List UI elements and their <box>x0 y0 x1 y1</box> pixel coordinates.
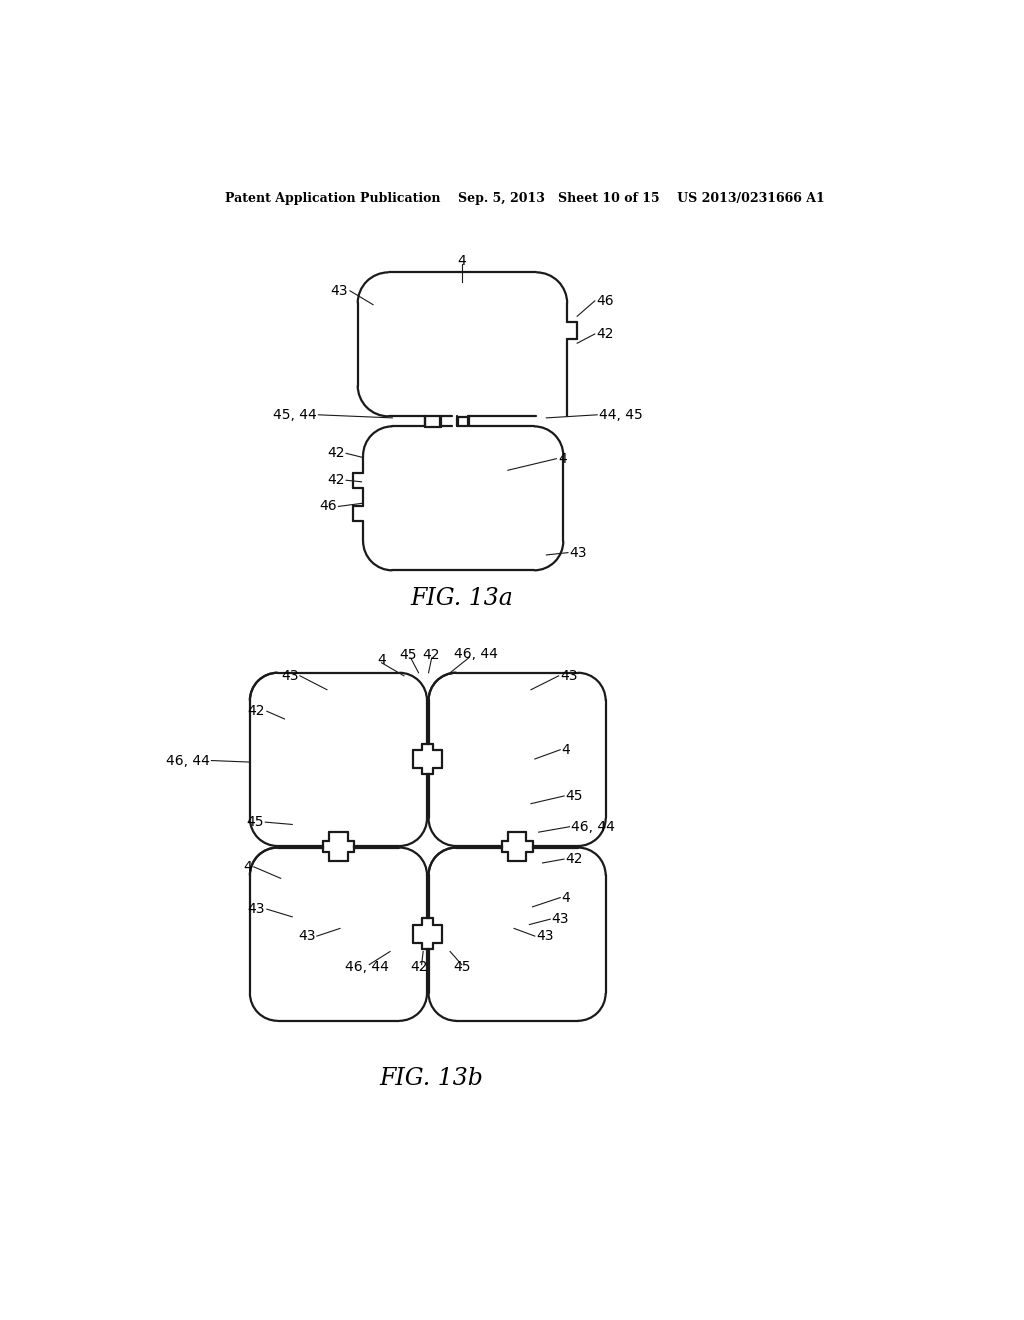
Text: 4: 4 <box>458 253 466 268</box>
Text: 42: 42 <box>327 474 345 487</box>
Text: 46: 46 <box>596 294 614 308</box>
Text: 46, 44: 46, 44 <box>571 820 614 834</box>
Text: 42: 42 <box>596 327 614 341</box>
Text: 45: 45 <box>246 816 264 829</box>
Text: Patent Application Publication    Sep. 5, 2013   Sheet 10 of 15    US 2013/02316: Patent Application Publication Sep. 5, 2… <box>225 191 824 205</box>
Text: 45: 45 <box>453 960 470 974</box>
Text: 46, 44: 46, 44 <box>454 647 498 660</box>
Text: 43: 43 <box>552 912 569 927</box>
Text: 4: 4 <box>558 451 566 466</box>
Text: 45: 45 <box>565 789 583 803</box>
Text: 4: 4 <box>377 653 386 668</box>
Text: 42: 42 <box>248 705 265 718</box>
Text: 43: 43 <box>298 929 315 942</box>
Text: 45: 45 <box>399 648 417 663</box>
Text: 46: 46 <box>319 499 337 513</box>
Text: 4: 4 <box>562 891 570 904</box>
Text: 43: 43 <box>537 929 554 942</box>
Text: FIG. 13a: FIG. 13a <box>411 587 513 610</box>
Text: 46, 44: 46, 44 <box>345 960 389 974</box>
Text: FIG. 13b: FIG. 13b <box>379 1067 482 1090</box>
Text: 43: 43 <box>248 902 265 916</box>
Text: 43: 43 <box>281 669 298 682</box>
Text: 43: 43 <box>330 284 348 298</box>
Text: 43: 43 <box>560 669 578 682</box>
Text: 4: 4 <box>562 743 570 756</box>
Text: 43: 43 <box>569 545 587 560</box>
Text: 45, 44: 45, 44 <box>273 408 316 422</box>
Text: 46, 44: 46, 44 <box>166 754 210 767</box>
Text: 42: 42 <box>411 960 428 974</box>
Text: 42: 42 <box>327 446 345 461</box>
Text: 4: 4 <box>244 859 252 874</box>
Text: 42: 42 <box>422 648 439 663</box>
Text: 44, 45: 44, 45 <box>599 408 642 422</box>
Text: 42: 42 <box>565 853 583 866</box>
